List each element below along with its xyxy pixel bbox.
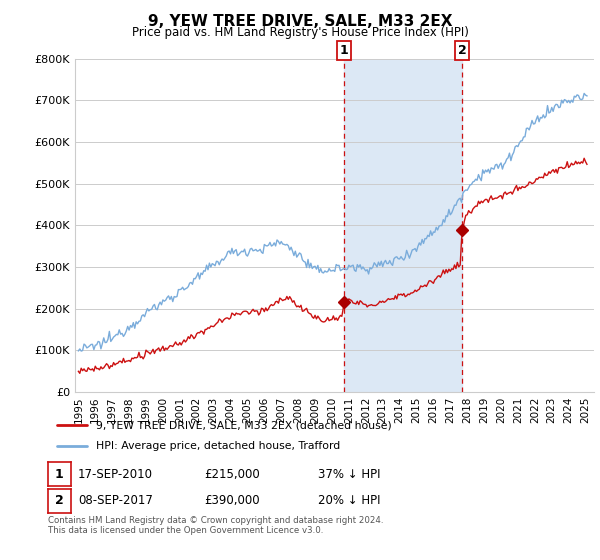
Text: HPI: Average price, detached house, Trafford: HPI: Average price, detached house, Traf… bbox=[95, 441, 340, 451]
Text: Contains HM Land Registry data © Crown copyright and database right 2024.
This d: Contains HM Land Registry data © Crown c… bbox=[48, 516, 383, 535]
Text: 9, YEW TREE DRIVE, SALE, M33 2EX (detached house): 9, YEW TREE DRIVE, SALE, M33 2EX (detach… bbox=[95, 421, 391, 430]
Text: 20% ↓ HPI: 20% ↓ HPI bbox=[318, 494, 380, 507]
Text: 37% ↓ HPI: 37% ↓ HPI bbox=[318, 468, 380, 480]
Text: 2: 2 bbox=[55, 494, 64, 507]
Text: 1: 1 bbox=[340, 44, 349, 57]
Text: £215,000: £215,000 bbox=[204, 468, 260, 480]
Bar bbox=[344, 59, 462, 392]
Text: £390,000: £390,000 bbox=[204, 494, 260, 507]
Text: Price paid vs. HM Land Registry's House Price Index (HPI): Price paid vs. HM Land Registry's House … bbox=[131, 26, 469, 39]
Text: 2: 2 bbox=[458, 44, 466, 57]
Text: 1: 1 bbox=[55, 468, 64, 480]
Text: 17-SEP-2010: 17-SEP-2010 bbox=[78, 468, 153, 480]
Text: 08-SEP-2017: 08-SEP-2017 bbox=[78, 494, 153, 507]
Text: 9, YEW TREE DRIVE, SALE, M33 2EX: 9, YEW TREE DRIVE, SALE, M33 2EX bbox=[148, 14, 452, 29]
